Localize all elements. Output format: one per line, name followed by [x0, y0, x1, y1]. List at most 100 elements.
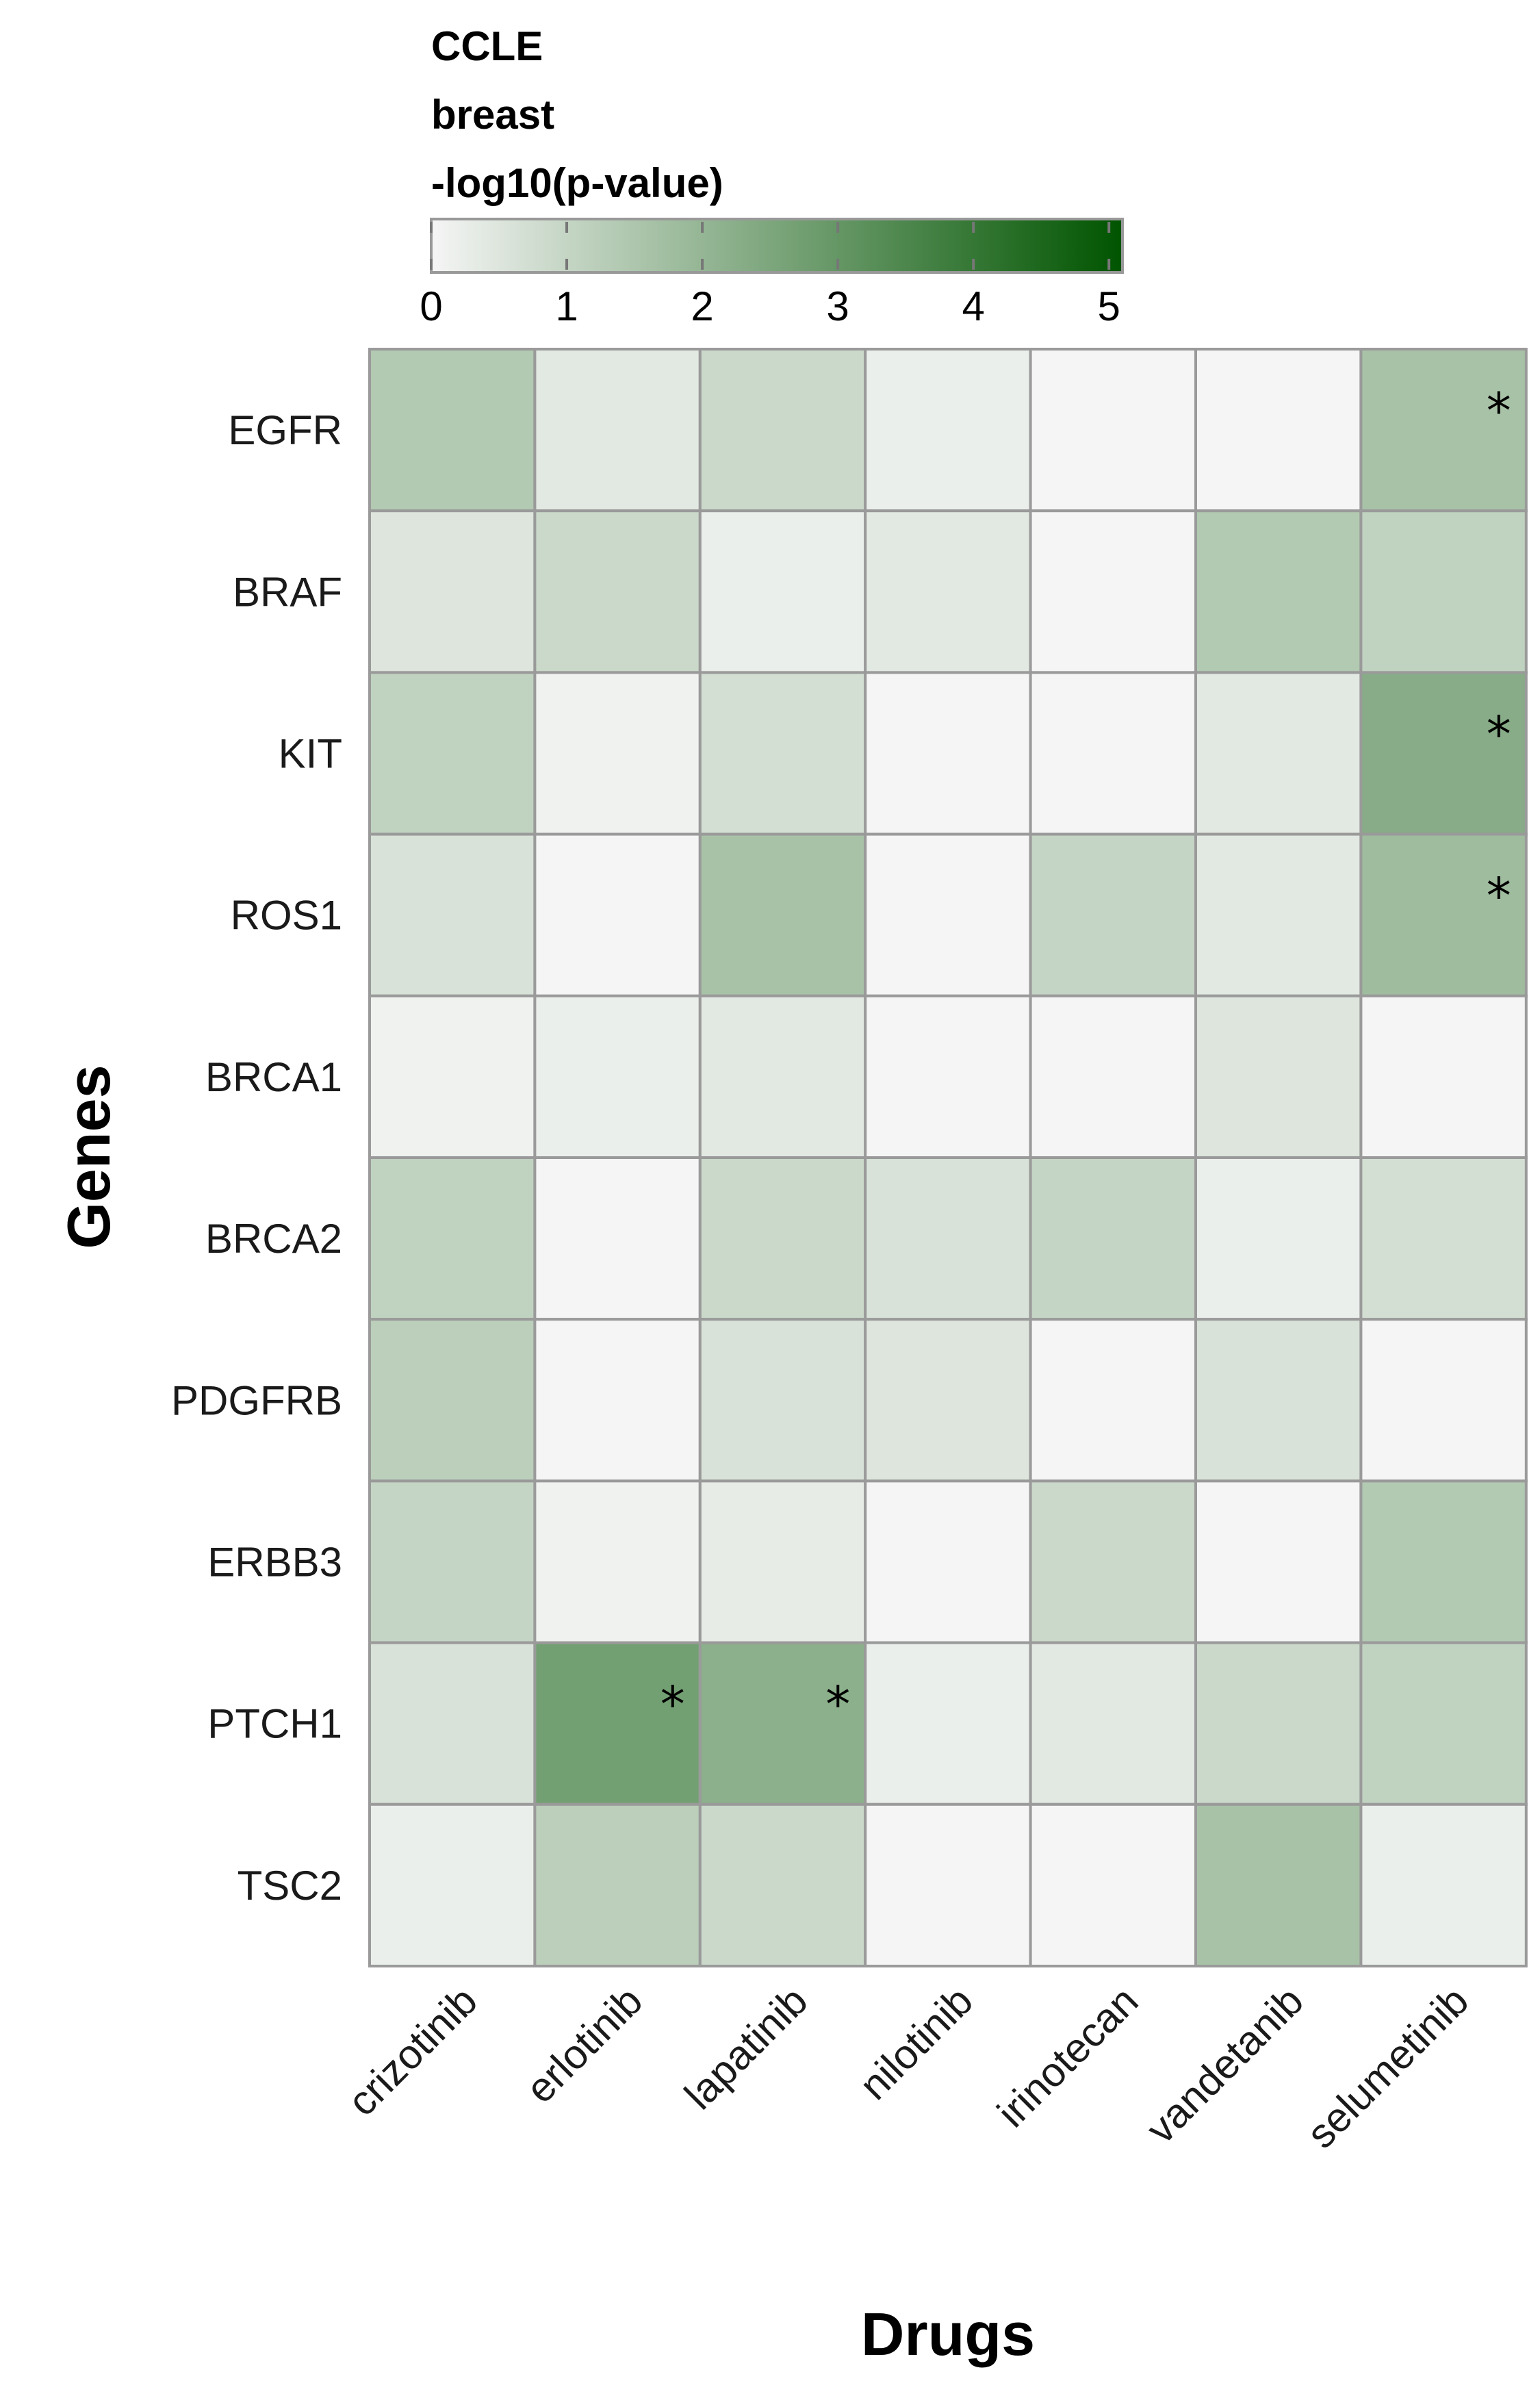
heatmap-cell — [698, 1641, 867, 1806]
heatmap-cell — [698, 1318, 867, 1483]
significance-marker: * — [1487, 705, 1511, 763]
heatmap-cell — [1029, 1641, 1197, 1806]
drug-label: nilotinib — [851, 1978, 981, 2108]
heatmap-cell — [533, 671, 702, 836]
heatmap-cell — [1029, 509, 1197, 674]
heatmap-cell — [1194, 1156, 1363, 1321]
drug-label: irinotecan — [988, 1978, 1146, 2136]
heatmap-cell — [1194, 832, 1363, 997]
heatmap-cell — [864, 832, 1032, 997]
heatmap-cell — [864, 1318, 1032, 1483]
gene-label: KIT — [279, 731, 342, 777]
heatmap-cell — [864, 1641, 1032, 1806]
significance-marker: * — [1487, 867, 1511, 925]
heatmap-cell — [1359, 1156, 1528, 1321]
legend: CCLE breast -log10(p-value) 0 1 2 3 4 5 — [420, 23, 1124, 329]
heatmap-cell — [533, 348, 702, 513]
drug-label: vandetanib — [1138, 1978, 1312, 2152]
heatmap-cell — [533, 1641, 702, 1806]
heatmap-cell — [1029, 994, 1197, 1160]
heatmap-cell — [1359, 832, 1528, 997]
heatmap-cell — [698, 1479, 867, 1644]
heatmap-cell — [368, 348, 537, 513]
heatmap-cell — [864, 671, 1032, 836]
heatmap-cell — [1029, 1156, 1197, 1321]
heatmap-cell — [368, 1641, 537, 1806]
heatmap-cell — [698, 348, 867, 513]
heatmap-cell — [1359, 1802, 1528, 1968]
heatmap-cell — [533, 1802, 702, 1968]
drug-label: lapatinib — [676, 1978, 816, 2118]
heatmap-cell — [368, 1802, 537, 1968]
heatmap-cell — [1194, 671, 1363, 836]
heatmap-cell — [864, 994, 1032, 1160]
heatmap-cell — [1359, 1641, 1528, 1806]
colorbar — [430, 218, 1124, 274]
heatmap-cell — [1194, 1318, 1363, 1483]
heatmap-cell — [368, 671, 537, 836]
colorbar-tick-label: 4 — [962, 283, 984, 329]
heatmap-cell — [864, 348, 1032, 513]
heatmap-cell — [368, 1318, 537, 1483]
x-axis-title: Drugs — [861, 2300, 1035, 2368]
gene-label: ROS1 — [231, 893, 342, 939]
heatmap-cell — [698, 994, 867, 1160]
heatmap-cell — [1194, 1479, 1363, 1644]
heatmap-cell — [1359, 1318, 1528, 1483]
heatmap-cell — [1359, 348, 1528, 513]
legend-title-line-1: CCLE — [431, 23, 543, 69]
colorbar-tick-label: 1 — [555, 283, 578, 329]
heatmap-cell — [1194, 1641, 1363, 1806]
heatmap-cell — [864, 1156, 1032, 1321]
heatmap-cell — [1359, 994, 1528, 1160]
gene-label: ERBB3 — [207, 1540, 342, 1585]
heatmap-cell — [1029, 348, 1197, 513]
heatmap-cell — [533, 1156, 702, 1321]
heatmap-cell — [368, 832, 537, 997]
heatmap-cell — [533, 1318, 702, 1483]
colorbar-tick-label: 2 — [691, 283, 713, 329]
heatmap-cell — [1029, 1318, 1197, 1483]
significance-marker: * — [660, 1676, 685, 1733]
heatmap-cell — [368, 1156, 537, 1321]
gene-label: PTCH1 — [207, 1701, 342, 1747]
heatmap-cell — [1029, 832, 1197, 997]
heatmap-cell — [1194, 509, 1363, 674]
gene-label: BRCA1 — [205, 1054, 342, 1100]
heatmap-cell — [1029, 1802, 1197, 1968]
heatmap-cell — [864, 1802, 1032, 1968]
heatmap-cell — [698, 1802, 867, 1968]
heatmap-cell — [368, 994, 537, 1160]
heatmap-cell — [368, 1479, 537, 1644]
colorbar-tick-label: 0 — [420, 283, 442, 329]
heatmap-cell — [368, 509, 537, 674]
heatmap-cell — [698, 671, 867, 836]
drug-label: selumetinib — [1298, 1978, 1477, 2157]
heatmap-cell — [533, 509, 702, 674]
significance-marker: * — [1487, 382, 1511, 439]
gene-labels: EGFR BRAF KIT ROS1 BRCA1 BRCA2 PDGFRB ERBB3 PTCH… — [171, 407, 342, 1909]
significance-marker: * — [825, 1676, 850, 1733]
heatmap-cell — [533, 994, 702, 1160]
heatmap-cell — [533, 832, 702, 997]
heatmap-cell — [1359, 1479, 1528, 1644]
legend-title-line-3: -log10(p-value) — [431, 160, 723, 206]
heatmap-cell — [1359, 509, 1528, 674]
heatmap-cell — [1194, 1802, 1363, 1968]
y-axis-title: Genes — [55, 1065, 123, 1249]
heatmap-cells: * * * * * — [368, 348, 1528, 1968]
gene-label: EGFR — [228, 407, 342, 453]
drug-label: crizotinib — [339, 1978, 486, 2125]
heatmap-cell — [698, 832, 867, 997]
heatmap-cell — [1194, 348, 1363, 513]
heatmap-cell — [1194, 994, 1363, 1160]
gene-label: BRCA2 — [205, 1216, 342, 1262]
colorbar-tick-label: 3 — [826, 283, 849, 329]
gene-label: TSC2 — [238, 1863, 342, 1909]
heatmap-cell — [864, 509, 1032, 674]
heatmap-cell — [1359, 671, 1528, 836]
legend-title-line-2: breast — [431, 92, 554, 138]
heatmap-cell — [864, 1479, 1032, 1644]
gene-label: BRAF — [233, 569, 342, 615]
